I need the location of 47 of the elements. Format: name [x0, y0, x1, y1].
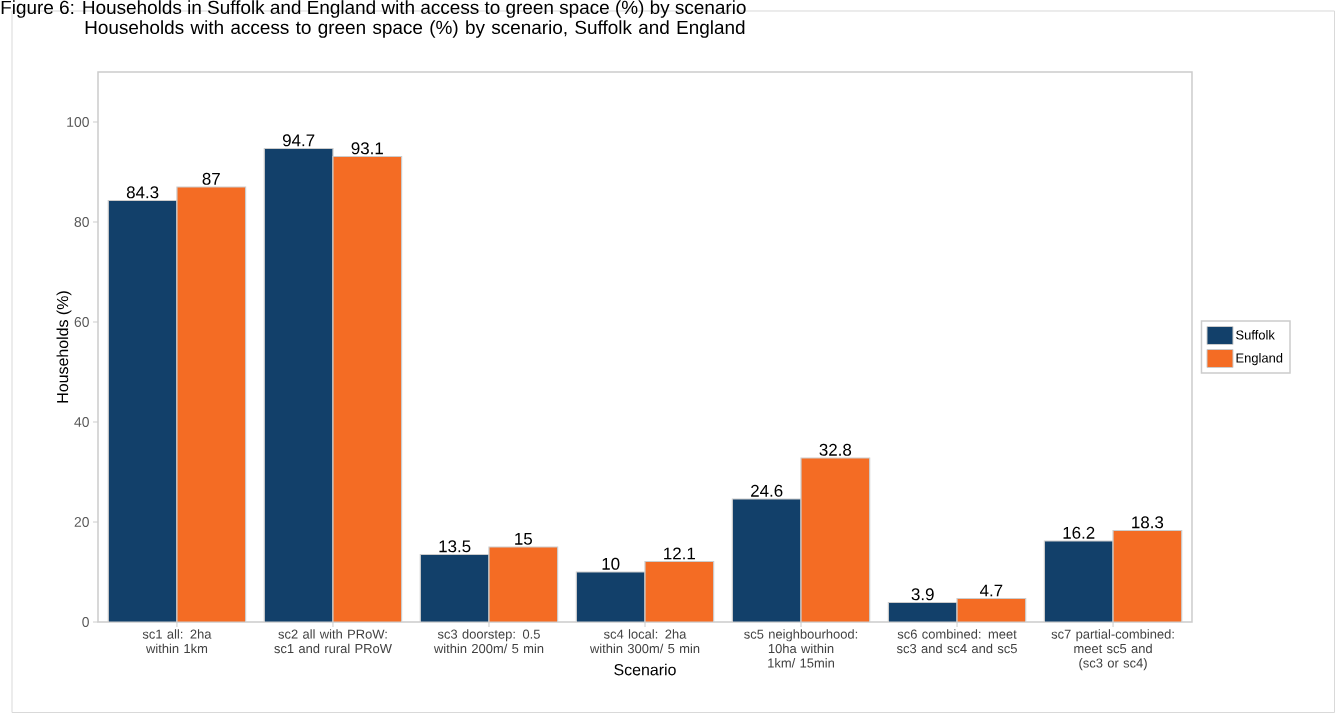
- y-axis-title: Households (%): [56, 291, 72, 403]
- bar: [645, 561, 714, 622]
- bar: [1043, 540, 1114, 622]
- caption: Figure 6: Households in Suffolk and England with access to green space (%) by scenario: [1, 0, 746, 18]
- bar: [888, 602, 958, 622]
- data-label: 84.3: [126, 186, 159, 199]
- legend-label: England: [1236, 353, 1283, 366]
- x-tick-label: sc4 local: 2ha within 300m/ 5 min: [589, 629, 700, 654]
- chart-title: Households with access to green space (%) by scenario, Suffolk and England: [85, 20, 745, 38]
- x-tick-label: sc1 all: 2ha within 1km: [142, 629, 212, 654]
- x-tick-label: sc6 combined: meet sc3 and sc4 and sc5: [896, 629, 1017, 654]
- bar: [1112, 529, 1183, 622]
- bar: [957, 598, 1026, 622]
- bar: [420, 554, 489, 622]
- bar: [488, 547, 558, 622]
- data-label: 10: [602, 557, 620, 570]
- data-label: 16.2: [1063, 526, 1095, 539]
- bar: [801, 458, 870, 622]
- x-tick-label: sc7 partial-combined: meet sc5 and (sc3 or sc4): [1051, 629, 1174, 671]
- y-tick-label: 40: [74, 417, 89, 427]
- data-label: 12.1: [664, 547, 695, 560]
- data-label: 24.6: [751, 484, 783, 497]
- legend-label: Suffolk: [1236, 330, 1275, 340]
- y-tick-label: 80: [74, 217, 89, 227]
- y-tick-label: 0: [82, 617, 89, 627]
- data-label: 13.5: [439, 540, 471, 553]
- bar: [176, 187, 246, 622]
- data-label: 32.8: [819, 443, 852, 456]
- data-label: 4.7: [979, 584, 1003, 597]
- data-label: 18.3: [1132, 516, 1164, 529]
- data-label: 15: [515, 532, 532, 545]
- y-tick-label: 100: [67, 117, 89, 127]
- data-label: 3.9: [911, 588, 934, 601]
- y-tick-label: 60: [74, 317, 89, 327]
- bar: [332, 156, 402, 622]
- data-label: 93.1: [351, 142, 383, 155]
- bar: [108, 200, 177, 622]
- x-tick-label: sc2 all with PRoW: sc1 and rural PRoW: [274, 629, 392, 654]
- bar: [732, 499, 802, 622]
- data-label: 94.7: [282, 134, 315, 147]
- x-axis-title: Scenario: [614, 663, 676, 676]
- x-tick-label: sc5 neighbourhood: 10ha within 1km/ 15min: [744, 629, 858, 668]
- x-tick-label: sc3 doorstep: 0.5 within 200m/ 5 min: [433, 629, 544, 654]
- bar: [264, 148, 333, 622]
- bar: [576, 572, 645, 622]
- y-tick-label: 20: [74, 517, 89, 527]
- data-label: 87: [202, 172, 220, 185]
